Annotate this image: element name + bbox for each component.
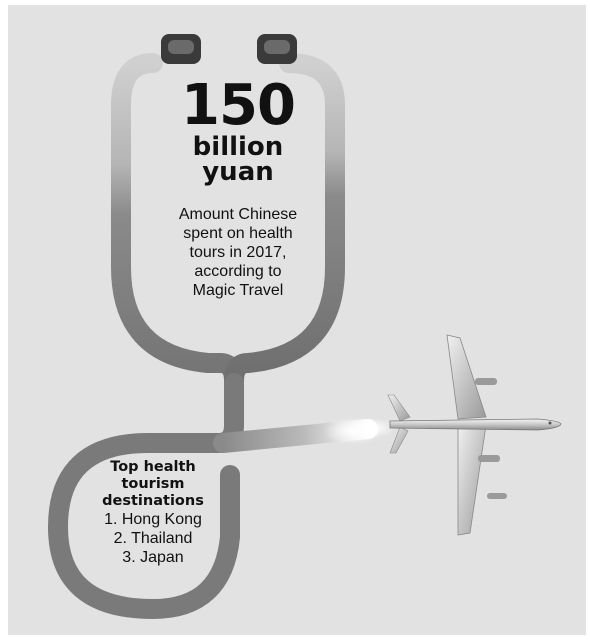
airplane-icon <box>387 334 562 536</box>
unit-line: billion <box>192 132 284 162</box>
stethoscope-earpiece-icon <box>161 34 297 64</box>
description-line: spent on health <box>183 225 293 242</box>
destination-item: 3. Japan <box>122 549 184 566</box>
stethoscope-illustration <box>47 34 562 620</box>
infographic-panel: 150 billion yuan Amount Chinese spent on… <box>8 5 586 635</box>
destinations-title-line: tourism <box>121 476 185 492</box>
destinations-title-line: Top health <box>110 459 196 475</box>
destination-item: 2. Thailand <box>113 530 193 547</box>
destinations-title: Top health tourism destinations <box>88 459 218 510</box>
headline-value: 150 <box>181 73 296 138</box>
description-line: according to <box>194 263 282 280</box>
headline-description: Amount Chinese spent on health tours in … <box>168 205 308 300</box>
destinations-list: 1. Hong Kong 2. Thailand 3. Japan <box>88 510 218 567</box>
description-line: Amount Chinese <box>178 206 298 223</box>
unit-line: yuan <box>202 157 274 187</box>
destination-item: 1. Hong Kong <box>104 511 202 528</box>
destinations-block: Top health tourism destinations 1. Hong … <box>88 459 218 567</box>
destinations-title-line: destinations <box>102 493 204 509</box>
description-line: tours in 2017, <box>189 244 287 261</box>
description-line: Magic Travel <box>192 282 284 299</box>
headline-unit: billion yuan <box>168 132 308 187</box>
stethoscope-tube-icon <box>47 53 395 620</box>
